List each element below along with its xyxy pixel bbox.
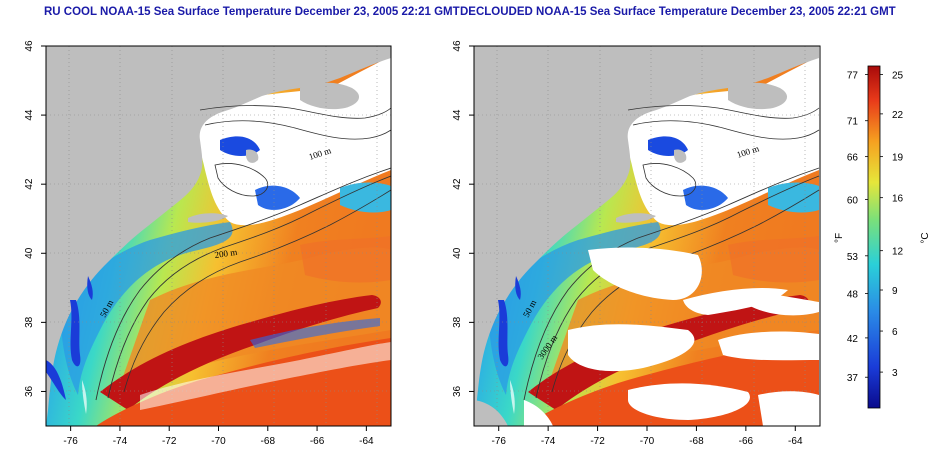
axis-right: -76 -74 -72 -70 -68 -66 -64 36 38 40 42 44 46	[452, 40, 803, 447]
lon-tick-label: -76	[63, 436, 78, 447]
lon-tick-label: -64	[788, 436, 803, 447]
colorbar: °F °C 77 71 66 60 53 48 42 37 25 22 19 16 12 9 6 3	[834, 65, 931, 409]
axis-left: -76 -74 -72 -70 -68 -66 -64 36 38 40 42 44 46	[24, 40, 374, 447]
lon-tick-label: -74	[113, 436, 128, 447]
panel-title-left: RU COOL NOAA-15 Sea Surface Temperature …	[44, 6, 460, 18]
lon-tick-label: -68	[261, 436, 276, 447]
colorbar-f-tick-label: 71	[847, 117, 859, 128]
colorbar-c-tick-label: 6	[892, 327, 898, 338]
colorbar-f-tick-label: 66	[847, 153, 859, 164]
map-panel-left	[45, 45, 392, 427]
colorbar-f-tick-label: 60	[847, 195, 859, 206]
panel-title-right: DECLOUDED NOAA-15 Sea Surface Temperatur…	[460, 6, 896, 18]
lon-tick-label: -70	[211, 436, 226, 447]
lat-tick-label: 38	[452, 316, 463, 328]
lat-tick-label: 40	[24, 247, 35, 259]
lat-tick-label: 44	[24, 109, 35, 121]
colorbar-c-tick-label: 16	[892, 194, 904, 205]
colorbar-c-tick-label: 3	[892, 368, 898, 379]
contour-label: 200 m	[214, 247, 238, 260]
colorbar-f-tick-label: 37	[847, 373, 859, 384]
colorbar-f-tick-label: 53	[847, 252, 859, 263]
colorbar-ticks: 77 71 66 60 53 48 42 37 25 22 19 16 12 9 6 3	[847, 71, 904, 385]
lat-tick-label: 42	[452, 178, 463, 190]
colorbar-c-tick-label: 19	[892, 153, 904, 164]
lon-tick-label: -66	[310, 436, 325, 447]
colorbar-c-tick-label: 9	[892, 286, 898, 297]
lon-tick-label: -74	[541, 436, 556, 447]
lon-tick-label: -72	[162, 436, 177, 447]
colorbar-unit-c: °C	[920, 232, 931, 243]
colorbar-scale	[867, 65, 881, 409]
lat-tick-label: 36	[24, 385, 35, 397]
lat-tick-label: 40	[452, 247, 463, 259]
lat-tick-label: 42	[24, 178, 35, 190]
lat-tick-label: 46	[452, 40, 463, 52]
lon-tick-label: -70	[640, 436, 655, 447]
colorbar-c-tick-label: 22	[892, 110, 904, 121]
lon-tick-label: -72	[590, 436, 605, 447]
colorbar-f-tick-label: 48	[847, 289, 859, 300]
colorbar-c-tick-label: 12	[892, 247, 904, 258]
lon-tick-label: -64	[359, 436, 374, 447]
lon-tick-label: -66	[739, 436, 754, 447]
lat-tick-label: 44	[452, 109, 463, 121]
lat-tick-label: 38	[24, 316, 35, 328]
lat-tick-label: 46	[24, 40, 35, 52]
lat-tick-label: 36	[452, 385, 463, 397]
colorbar-unit-f: °F	[834, 233, 845, 243]
colorbar-c-tick-label: 25	[892, 71, 904, 82]
map-panel-right	[473, 45, 821, 427]
lon-tick-label: -68	[689, 436, 704, 447]
colorbar-f-tick-label: 77	[847, 71, 859, 82]
colorbar-f-tick-label: 42	[847, 334, 859, 345]
lon-tick-label: -76	[491, 436, 506, 447]
